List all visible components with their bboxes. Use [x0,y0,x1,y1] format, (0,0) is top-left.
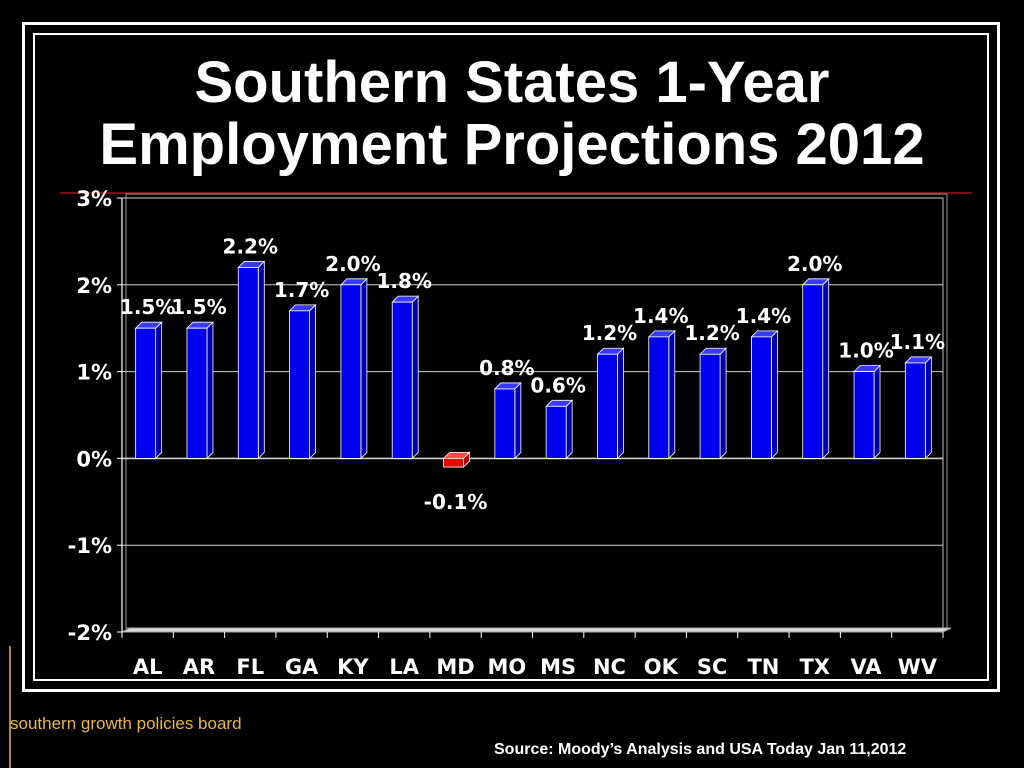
bar-ga [289,310,310,459]
bar-chart: 3% 2% 1% 0% -1% -2% 1.5% AL 1.5% AR 2.2% FL 1.7% GA 2.… [68,187,952,679]
y-tick-label: 0% [76,447,112,471]
x-tick-label-la: LA [389,655,419,679]
bar-side-va [873,364,881,460]
y-tick-label: 1% [76,361,112,385]
bar-side-ms [565,399,573,460]
x-tick-label-sc: SC [697,655,728,679]
bar-side-ga [309,303,316,460]
data-label-la: 1.8% [376,269,431,293]
bar-ky [340,284,362,459]
data-label-tx: 2.0% [787,252,842,276]
y-tick-label: 2% [76,274,112,298]
data-label-tn: 1.4% [736,304,791,328]
bar-side-ky [360,277,368,460]
bar-sc [699,353,721,459]
x-tick-label-nc: NC [593,655,626,679]
x-tick-label-al: AL [133,655,163,679]
data-label-ga: 1.7% [274,278,329,302]
title-divider [60,192,972,194]
bar-side-ok [668,329,676,460]
bar-side-fl [257,260,265,460]
x-tick-label-mo: MO [487,655,526,679]
slide-frame-outer [22,22,1000,692]
slide-title: Southern States 1-Year Employment Projec… [0,52,1024,176]
y-tick-label: -1% [68,534,112,558]
data-label-mo: 0.8% [479,356,534,380]
data-label-ok: 1.4% [633,304,688,328]
data-label-sc: 1.2% [684,321,739,345]
y-tick-label: 3% [76,187,112,211]
bar-tx [802,284,824,459]
y-tick-label: -2% [68,621,112,645]
x-tick-label-ok: OK [644,655,679,679]
slide-frame-inner [33,33,989,681]
data-label-md: -0.1% [424,490,488,514]
x-tick-label-va: VA [850,655,882,679]
data-label-nc: 1.2% [582,321,637,345]
bar-side-ar [206,321,214,460]
bar-al [135,327,157,459]
title-line-2: Employment Projections 2012 [99,112,925,177]
data-label-fl: 2.2% [223,234,278,258]
bar-side-nc [617,347,624,460]
data-label-ky: 2.0% [325,252,380,276]
x-tick-label-ar: AR [183,655,215,679]
bar-side-tn [771,329,778,460]
bar-mo [494,388,516,459]
organization-logo-text: southern growth policies board [10,714,242,733]
bar-side-tx [822,277,830,460]
bar-nc [597,353,618,459]
bar-tn [751,336,772,459]
x-tick-label-ms: MS [540,655,576,679]
bar-side-la [411,295,419,460]
logo-compass-mark [9,646,11,768]
bar-ms [545,405,567,459]
x-tick-label-ga: GA [285,655,319,679]
bar-ok [648,336,670,459]
x-tick-label-fl: FL [236,655,264,679]
bar-wv [904,362,926,459]
bar-fl [237,267,259,459]
bar-va [853,371,875,459]
data-label-va: 1.0% [838,339,893,363]
data-label-ms: 0.6% [530,373,585,397]
data-label-wv: 1.1% [890,330,945,354]
x-tick-label-tx: TX [799,655,830,679]
title-line-1: Southern States 1-Year [194,50,830,115]
bar-la [391,301,413,459]
bar-md [443,457,464,468]
source-note: Source: Moody’s Analysis and USA Today J… [494,741,907,758]
x-tick-label-wv: WV [898,655,938,679]
bar-ar [186,327,208,459]
bar-side-wv [924,355,932,460]
bar-side-al [155,321,163,460]
plot-floor [121,627,952,633]
bar-side-mo [514,381,522,460]
x-tick-label-md: MD [436,655,474,679]
bar-side-sc [719,347,727,460]
data-label-ar: 1.5% [171,295,226,319]
data-label-al: 1.5% [120,295,175,319]
x-tick-label-tn: TN [747,655,779,679]
x-tick-label-ky: KY [337,655,369,679]
